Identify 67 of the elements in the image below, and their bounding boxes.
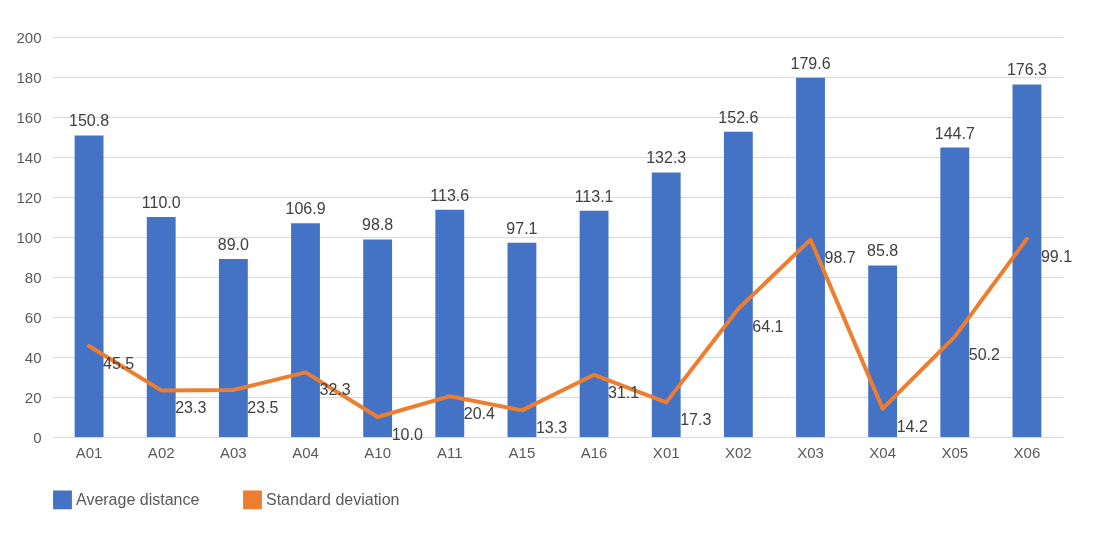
data-label: 98.7 <box>824 248 856 266</box>
data-label: 20.4 <box>463 405 496 423</box>
data-label: 17.3 <box>680 411 712 429</box>
data-label: 176.3 <box>1006 61 1048 79</box>
data-label: 50.2 <box>968 345 1001 363</box>
bar <box>507 242 537 437</box>
data-label: 89.0 <box>217 236 250 253</box>
x-tick-label: A10 <box>364 443 391 461</box>
bar <box>868 265 898 437</box>
x-tick-label: A02 <box>147 443 175 461</box>
x-tick-label: A01 <box>75 443 103 461</box>
data-label: 110.0 <box>141 194 181 211</box>
bar <box>218 259 248 437</box>
bar <box>435 209 465 437</box>
y-tick-label: 120 <box>16 188 42 206</box>
y-tick-label: 60 <box>24 308 42 326</box>
bar <box>796 77 825 437</box>
x-tick-label: A03 <box>220 443 247 461</box>
data-label: 85.8 <box>867 242 899 260</box>
x-tick-label: X05 <box>941 443 969 461</box>
data-label: 144.7 <box>934 124 975 142</box>
data-label: 13.3 <box>535 419 568 437</box>
data-label: 113.1 <box>574 187 614 205</box>
y-tick-label: 180 <box>16 68 42 86</box>
data-label: 98.8 <box>362 216 394 234</box>
x-tick-label: X04 <box>869 443 896 461</box>
y-tick-label: 160 <box>16 108 42 126</box>
data-label: 132.3 <box>646 149 687 167</box>
data-label: 106.9 <box>285 200 326 218</box>
legend-label: Standard deviation <box>266 490 400 508</box>
data-label: 150.8 <box>69 112 110 130</box>
x-tick-label: A16 <box>580 443 608 461</box>
bar <box>940 147 970 437</box>
data-label: 10.0 <box>391 426 423 443</box>
data-label: 64.1 <box>752 317 784 335</box>
data-label: 31.1 <box>608 383 640 401</box>
data-label: 113.6 <box>430 186 470 204</box>
data-label: 23.3 <box>175 399 207 417</box>
bar <box>1012 84 1042 437</box>
y-tick-label: 140 <box>16 148 42 166</box>
bar <box>146 217 176 437</box>
data-label: 14.2 <box>896 417 928 435</box>
data-label: 99.1 <box>1040 247 1073 265</box>
data-label: 179.6 <box>790 54 831 72</box>
x-tick-label: A04 <box>292 443 319 461</box>
x-tick-label: A11 <box>437 443 463 461</box>
bar <box>74 135 104 437</box>
y-tick-label: 40 <box>24 348 42 366</box>
data-label: 23.5 <box>247 399 279 416</box>
y-tick-label: 200 <box>16 28 42 46</box>
x-tick-label: A15 <box>508 443 536 461</box>
x-tick-label: X01 <box>652 443 680 461</box>
bar <box>363 239 393 437</box>
x-tick-label: X03 <box>797 443 824 461</box>
bar <box>651 172 681 437</box>
y-tick-label: 0 <box>33 428 42 446</box>
y-tick-label: 20 <box>24 388 42 406</box>
data-label: 152.6 <box>718 108 759 126</box>
legend-label: Average distance <box>76 490 200 508</box>
x-tick-label: X06 <box>1013 443 1041 461</box>
data-label: 97.1 <box>506 219 538 237</box>
bar <box>723 131 753 437</box>
y-tick-label: 80 <box>24 268 42 286</box>
y-tick-label: 100 <box>16 228 42 246</box>
x-tick-label: X02 <box>725 443 752 461</box>
bar <box>291 223 320 437</box>
bar <box>579 210 609 437</box>
